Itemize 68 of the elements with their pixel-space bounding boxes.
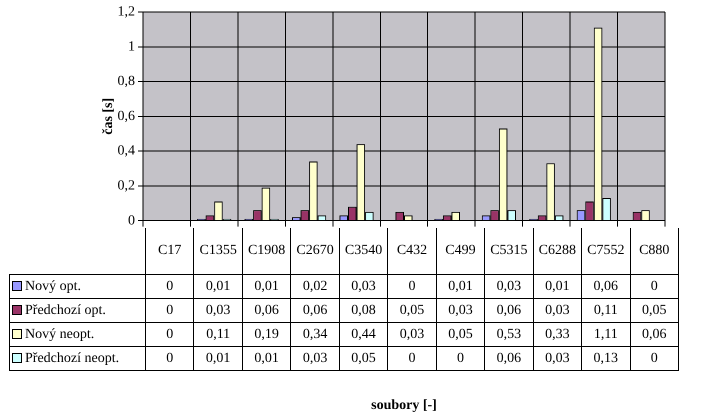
data-label: 0,01	[242, 346, 291, 370]
y-tick-label: 0,2	[118, 178, 135, 194]
data-label: 0,05	[436, 322, 485, 346]
data-label: 0,03	[484, 274, 534, 298]
y-tick-label: 0,6	[118, 108, 135, 124]
x-tick-label: C1908	[242, 228, 291, 274]
data-label: 0,44	[339, 322, 388, 346]
data-label: 0,05	[388, 298, 436, 322]
legend-label: Předchozí opt.	[25, 302, 106, 318]
data-label: 1,11	[582, 322, 630, 346]
y-tick-label: 1,2	[118, 4, 135, 20]
data-label: 0,01	[242, 274, 291, 298]
x-tick-label: C3540	[339, 228, 388, 274]
data-label: 0,11	[194, 322, 242, 346]
y-tick-label: 1	[128, 39, 135, 54]
data-label: 0,03	[436, 298, 485, 322]
data-label: 0,13	[582, 346, 630, 370]
data-label: 0,06	[290, 298, 340, 322]
data-label: 0,06	[484, 346, 534, 370]
data-label: 0	[630, 346, 678, 370]
data-label: 0,03	[388, 322, 436, 346]
text: soubory [-]	[370, 398, 438, 414]
x-tick-label: C5315	[484, 228, 534, 274]
x-tick-label: C880	[630, 228, 678, 274]
data-label: 0,03	[533, 298, 582, 322]
data-label: 0,08	[339, 298, 388, 322]
legend-label: Nový neopt.	[25, 326, 94, 342]
data-label: 0	[388, 346, 436, 370]
data-label: 0	[146, 298, 194, 322]
data-label: 0,01	[436, 274, 485, 298]
legend-label: Předchozí neopt.	[25, 350, 120, 366]
data-label: 0,01	[533, 274, 582, 298]
y-axis-title: čas [s]	[101, 98, 116, 135]
x-tick-label: C17	[146, 228, 194, 274]
x-tick-label: C7552	[582, 228, 630, 274]
data-label: 0	[146, 346, 194, 370]
data-label: 0,03	[194, 298, 242, 322]
x-tick-label: C2670	[290, 228, 340, 274]
data-label: 0,34	[290, 322, 340, 346]
data-label: 0,06	[484, 298, 534, 322]
data-label: 0	[146, 322, 194, 346]
data-label: 0,19	[242, 322, 291, 346]
data-label: 0,06	[242, 298, 291, 322]
y-tick-label: 0	[128, 213, 135, 228]
data-label: 0,06	[582, 274, 630, 298]
data-label: 0,01	[194, 346, 242, 370]
legend-label: Nový opt.	[25, 278, 81, 294]
data-label: 0	[630, 274, 678, 298]
data-label: 0,02	[290, 274, 340, 298]
y-tick-label: 0,8	[118, 74, 135, 90]
data-label: 0,53	[484, 322, 534, 346]
data-label: 0	[436, 346, 485, 370]
y-tick-label: 0,4	[118, 144, 135, 159]
x-tick-label: C1355	[194, 228, 242, 274]
data-label: 0,33	[533, 322, 582, 346]
data-label: 0,06	[630, 322, 678, 346]
data-label: 0,05	[630, 298, 678, 322]
data-label: 0	[388, 274, 436, 298]
x-tick-label: C499	[436, 228, 485, 274]
data-label: 0,03	[533, 346, 582, 370]
data-label: 0,03	[290, 346, 340, 370]
data-label: 0,05	[339, 346, 388, 370]
data-label: 0,11	[582, 298, 630, 322]
data-label: 0	[146, 274, 194, 298]
data-label: 0,03	[339, 274, 388, 298]
x-tick-label: C432	[388, 228, 436, 274]
data-label: 0,01	[194, 274, 242, 298]
x-tick-label: C6288	[533, 228, 582, 274]
